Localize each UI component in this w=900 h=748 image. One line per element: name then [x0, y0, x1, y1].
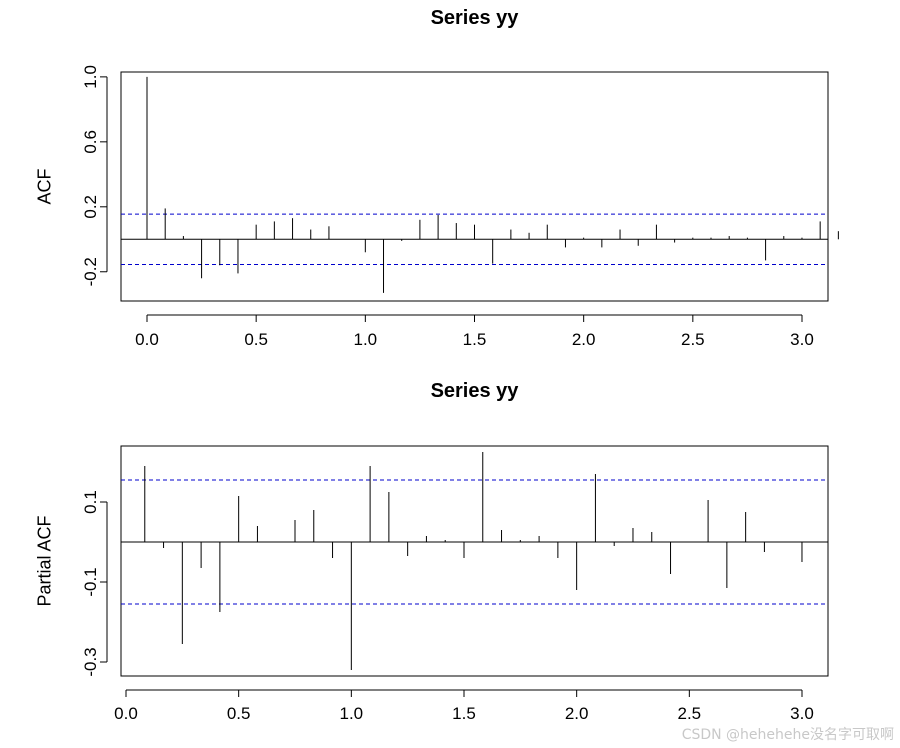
pacf-y-label: Partial ACF: [34, 515, 54, 606]
pacf-x-tick-label: 1.5: [452, 704, 476, 723]
pacf-x-tick-label: 2.0: [565, 704, 589, 723]
acf-x-tick-label: 1.0: [354, 330, 378, 349]
pacf-y-tick-label: -0.3: [81, 647, 100, 676]
acf-x-tick-label: 2.5: [681, 330, 705, 349]
watermark: CSDN @hehehehe没名字可取啊: [681, 727, 894, 743]
acf-x-tick-label: 2.0: [572, 330, 596, 349]
acf-y-tick-label: -0.2: [81, 257, 100, 286]
pacf-x-tick-label: 3.0: [790, 704, 814, 723]
acf-panel: Series yy 0.0 0.5 1.0 1.5 2.0 2.5 3.0 -0.2 0.2 0.6…: [34, 7, 839, 349]
acf-y-tick-label: 0.6: [81, 130, 100, 154]
pacf-y-tick-label: -0.1: [81, 567, 100, 596]
acf-title: Series yy: [431, 7, 520, 29]
acf-y-label: ACF: [34, 168, 54, 204]
pacf-x-tick-label: 1.0: [340, 704, 364, 723]
pacf-y-tick-label: 0.1: [81, 490, 100, 514]
acf-x-tick-label: 0.5: [244, 330, 268, 349]
acf-x-tick-label: 1.5: [463, 330, 487, 349]
pacf-x-tick-label: 0.5: [227, 704, 251, 723]
acf-plot-frame: [120, 71, 829, 302]
acf-x-tick-label: 3.0: [790, 330, 814, 349]
pacf-x-tick-label: 2.5: [678, 704, 702, 723]
acf-x-tick-label: 0.0: [135, 330, 159, 349]
pacf-title: Series yy: [431, 380, 520, 402]
pacf-x-tick-label: 0.0: [114, 704, 138, 723]
acf-y-tick-label: 1.0: [81, 65, 100, 89]
pacf-plot-frame: [120, 445, 829, 677]
acf-y-tick-label: 0.2: [81, 195, 100, 219]
pacf-panel: Series yy 0.0 0.5 1.0 1.5 2.0 2.5 3.0 -0.3 -0.1 0.…: [34, 380, 829, 723]
